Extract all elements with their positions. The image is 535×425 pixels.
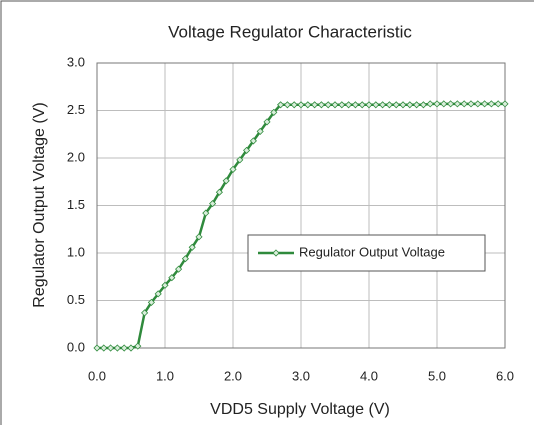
data-point	[113, 344, 121, 352]
data-point	[127, 344, 135, 352]
data-point	[460, 100, 468, 108]
y-tick-label: 1.0	[67, 244, 85, 259]
legend-marker	[272, 249, 280, 257]
data-point	[501, 100, 509, 108]
y-tick-label: 1.5	[67, 197, 85, 212]
x-tick-label: 4.0	[360, 368, 378, 383]
data-point	[263, 118, 271, 126]
data-point	[474, 100, 482, 108]
data-point	[277, 101, 285, 109]
y-tick-label: 0.0	[67, 339, 85, 354]
x-tick-label: 6.0	[496, 368, 514, 383]
data-point	[406, 101, 414, 109]
data-point	[297, 101, 305, 109]
data-point	[317, 101, 325, 109]
data-point	[188, 243, 196, 251]
plot-border	[96, 62, 506, 349]
x-tick-label: 0.0	[88, 368, 106, 383]
x-tick-label: 2.0	[224, 368, 242, 383]
data-point	[358, 101, 366, 109]
y-tick-label: 2.5	[67, 102, 85, 117]
x-tick-label: 5.0	[428, 368, 446, 383]
data-point	[243, 146, 251, 154]
data-point	[202, 209, 210, 217]
data-point	[481, 100, 489, 108]
y-tick-label: 0.5	[67, 292, 85, 307]
y-tick-label: 3.0	[67, 54, 85, 69]
x-tick-label: 1.0	[156, 368, 174, 383]
data-point	[141, 309, 149, 317]
data-point	[93, 344, 101, 352]
data-point	[270, 108, 278, 116]
data-point	[100, 344, 108, 352]
data-point	[453, 100, 461, 108]
data-point	[120, 344, 128, 352]
data-point	[331, 101, 339, 109]
data-point	[215, 188, 223, 196]
data-point	[290, 101, 298, 109]
data-point	[440, 100, 448, 108]
data-point	[426, 100, 434, 108]
data-point	[304, 101, 312, 109]
data-point	[161, 281, 169, 289]
data-point	[338, 101, 346, 109]
data-point	[209, 200, 217, 208]
data-point	[345, 101, 353, 109]
data-point	[413, 101, 421, 109]
data-point	[154, 290, 162, 298]
x-axis-label: VDD5 Supply Voltage (V)	[210, 401, 390, 418]
data-point	[229, 165, 237, 173]
legend-label: Regulator Output Voltage	[299, 244, 445, 259]
data-point	[365, 101, 373, 109]
data-point	[283, 101, 291, 109]
data-point	[249, 137, 257, 145]
data-point	[487, 100, 495, 108]
data-point	[494, 100, 502, 108]
data-point	[107, 344, 115, 352]
data-point	[419, 101, 427, 109]
data-point	[195, 233, 203, 241]
chart-title: Voltage Regulator Characteristic	[168, 22, 412, 41]
data-point	[385, 101, 393, 109]
data-point	[175, 265, 183, 273]
data-point	[467, 100, 475, 108]
data-point	[147, 298, 155, 306]
data-point	[134, 342, 142, 350]
x-tick-label: 3.0	[292, 368, 310, 383]
data-point	[447, 100, 455, 108]
data-point	[256, 127, 264, 135]
data-point	[324, 101, 332, 109]
data-point	[399, 101, 407, 109]
data-point	[181, 255, 189, 263]
y-tick-label: 2.0	[67, 149, 85, 164]
data-point	[222, 177, 230, 185]
data-point	[372, 101, 380, 109]
data-point	[392, 101, 400, 109]
data-point	[433, 100, 441, 108]
data-point	[236, 156, 244, 164]
data-point	[311, 101, 319, 109]
y-axis-label: Regulator Output Voltage (V)	[31, 102, 48, 307]
data-point	[168, 274, 176, 282]
data-point	[351, 101, 359, 109]
data-point	[379, 101, 387, 109]
